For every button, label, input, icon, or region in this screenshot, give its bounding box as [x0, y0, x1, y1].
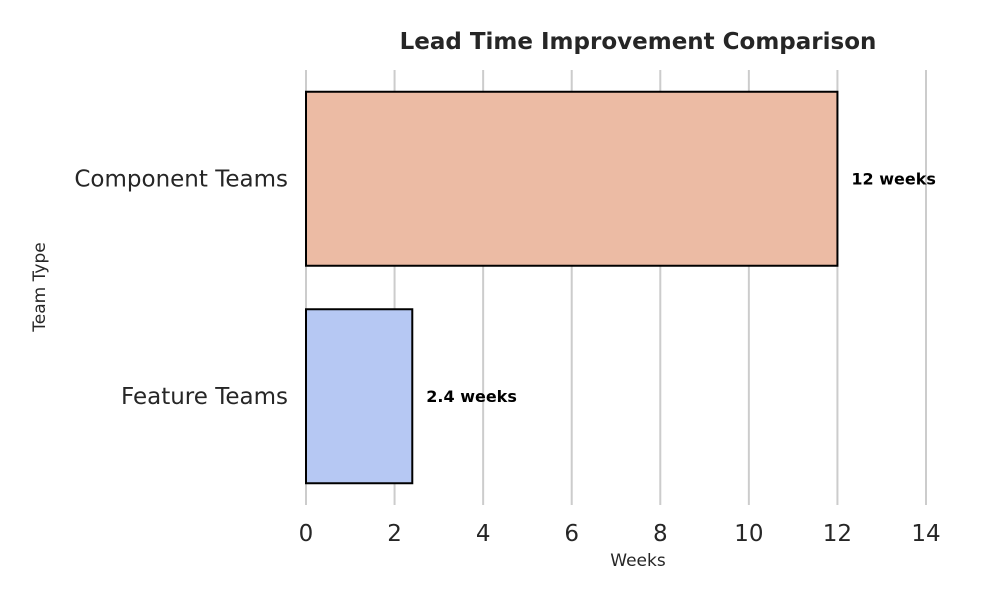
y-tick-labels: Component Teams Feature Teams: [74, 166, 288, 410]
x-axis-label: Weeks: [610, 551, 666, 571]
y-axis-label: Team Type: [30, 242, 50, 332]
data-labels: 12 weeks 2.4 weeks: [426, 169, 936, 406]
bar-feature-teams: [305, 308, 414, 485]
x-tick-label: 12: [823, 521, 852, 547]
bars: [305, 90, 839, 485]
x-tick-label: 8: [653, 521, 668, 547]
chart-title: Lead Time Improvement Comparison: [400, 29, 877, 55]
x-tick-labels: 0 2 4 6 8 10 12 14: [299, 521, 941, 547]
x-tick-label: 4: [476, 521, 491, 547]
data-label: 12 weeks: [851, 169, 935, 188]
data-label: 2.4 weeks: [426, 387, 517, 406]
x-tick-label: 10: [734, 521, 763, 547]
x-tick-label: 2: [387, 521, 402, 547]
y-tick-label: Component Teams: [74, 166, 288, 192]
x-tick-label: 0: [299, 521, 314, 547]
bar-component-teams: [305, 90, 839, 267]
x-tick-label: 14: [911, 521, 940, 547]
y-tick-label: Feature Teams: [121, 384, 288, 410]
x-tick-label: 6: [564, 521, 579, 547]
